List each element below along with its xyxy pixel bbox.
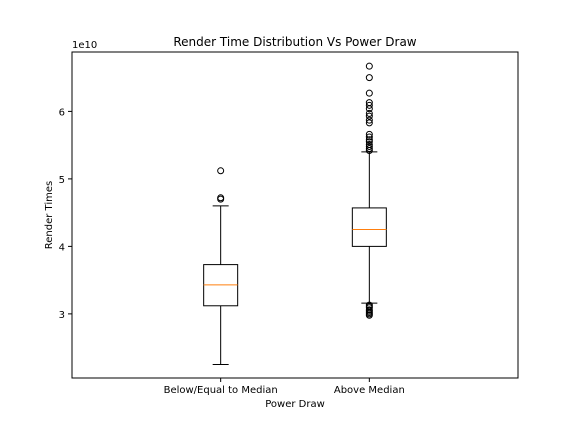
outlier-point bbox=[365, 89, 373, 97]
outlier-point bbox=[365, 99, 373, 107]
outlier-point bbox=[365, 306, 373, 314]
outlier-point bbox=[217, 167, 225, 175]
outlier-point bbox=[365, 301, 373, 309]
x-axis-label: Power Draw bbox=[265, 399, 325, 410]
outlier-point bbox=[365, 109, 373, 117]
outlier-point bbox=[365, 133, 373, 141]
x-tick-label: Below/Equal to Median bbox=[164, 385, 278, 396]
y-tick-label: 5 bbox=[59, 175, 65, 186]
y-tick-label: 3 bbox=[59, 310, 65, 321]
outlier-point bbox=[365, 136, 373, 144]
outlier-point bbox=[217, 194, 225, 202]
outlier-point bbox=[365, 74, 373, 82]
outlier-point bbox=[365, 101, 373, 109]
outlier-point bbox=[365, 140, 373, 148]
outlier-point bbox=[365, 62, 373, 70]
y-tick-label: 4 bbox=[59, 242, 65, 253]
outlier-point bbox=[365, 142, 373, 150]
plot-area: 3 4 5 6 Below/Equal to Median Above Median bbox=[59, 62, 405, 396]
y-axis-label: Render Times bbox=[44, 181, 55, 249]
outlier-point bbox=[365, 145, 373, 153]
outlier-point bbox=[365, 138, 373, 146]
chart-title: Render Time Distribution Vs Power Draw bbox=[173, 35, 416, 49]
axes-frame bbox=[71, 51, 519, 379]
outlier-point bbox=[365, 119, 373, 127]
outlier-point bbox=[365, 130, 373, 138]
x-tick-label: Above Median bbox=[334, 385, 405, 396]
y-axis-offset-label: 1e10 bbox=[72, 40, 97, 51]
iqr-box bbox=[351, 207, 387, 247]
outlier-point bbox=[365, 116, 373, 124]
y-tick-label: 6 bbox=[59, 107, 65, 118]
outlier-point bbox=[365, 112, 373, 120]
